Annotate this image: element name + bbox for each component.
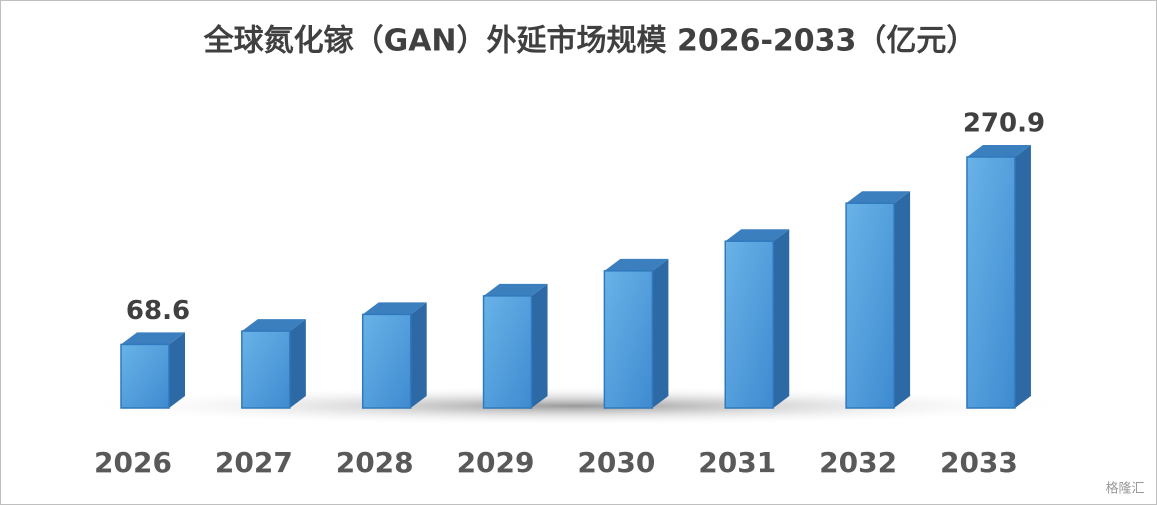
bar [120,332,185,409]
bar-front [603,270,654,409]
bar-side [1014,144,1031,408]
bar-top [846,191,911,204]
bar-top [241,319,306,332]
bar-front [724,240,774,409]
bar-top [121,332,185,345]
x-tick-label: 2027 [215,446,293,479]
bar [966,144,1031,409]
x-tick-label: 2026 [94,446,172,479]
bar [241,319,306,409]
bar [724,229,790,409]
x-tick-label: 2031 [698,446,776,479]
bar [482,283,548,409]
bar-front [966,156,1016,409]
bar-front [361,313,412,409]
bar-side [169,332,185,408]
data-label: 68.6 [126,296,190,326]
watermark: 格隆汇 [1105,481,1144,497]
x-tick-label: 2030 [577,446,655,479]
bar-top [483,283,548,296]
bar-side [773,229,790,408]
bar-side [652,258,669,408]
bar [361,302,427,409]
x-tick-label: 2028 [336,446,414,479]
bar [845,191,911,409]
chart-title: 全球氮化镓（GAN）外延市场规模 2026-2033（亿元） [203,24,977,59]
bar [603,258,669,409]
x-tick-label: 2033 [940,446,1018,479]
bar-side [894,191,911,408]
bar-top [604,258,669,271]
x-tick-label: 2032 [819,446,897,479]
bar-top [725,229,790,242]
bar-front [482,295,533,409]
bar-side [289,319,306,408]
x-tick-label: 2029 [457,446,535,479]
bar-front [241,330,291,409]
data-label: 270.9 [963,108,1045,138]
bar-top [966,144,1031,157]
bar-front [845,202,895,409]
floor-shadow [70,386,1080,426]
bar-side [410,302,427,408]
bar-side [531,283,548,408]
bar-front [120,343,170,409]
bar-top [362,302,427,315]
